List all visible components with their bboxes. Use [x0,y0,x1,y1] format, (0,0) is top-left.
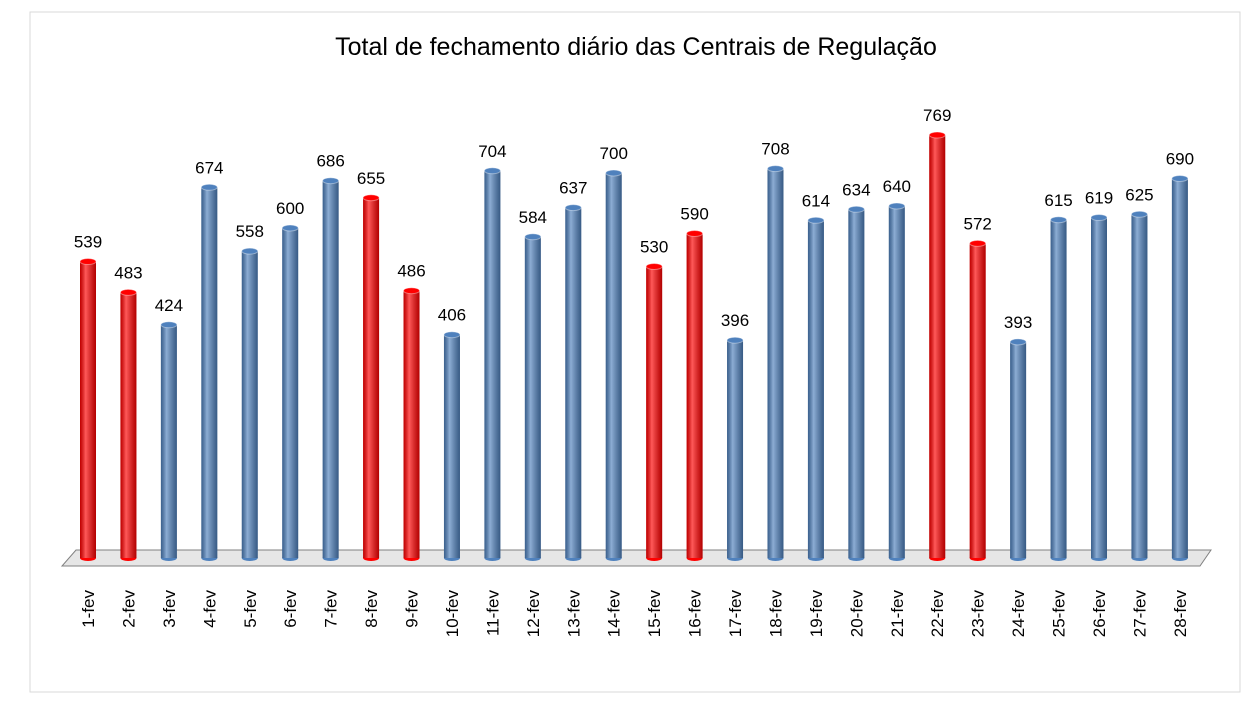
bar [969,239,987,561]
value-label: 396 [721,311,749,330]
floor [60,549,1212,567]
bar [847,205,865,561]
value-label: 625 [1125,185,1153,204]
bar [686,230,704,561]
x-tick-label: 27-fev [1130,590,1149,638]
bar [119,288,137,561]
value-label: 486 [397,262,425,281]
x-tick-label: 17-fev [726,590,745,638]
value-label: 615 [1044,191,1072,210]
x-tick-label: 15-fev [645,590,664,638]
bar [928,131,946,561]
bar [726,336,744,561]
value-label: 690 [1166,150,1194,169]
value-label: 686 [316,152,344,171]
x-tick-label: 14-fev [605,590,624,638]
bar [322,177,340,561]
x-tick-label: 3-fev [160,590,179,628]
value-label: 539 [74,233,102,252]
chart-frame [29,11,1241,693]
x-tick-label: 20-fev [847,590,866,638]
x-tick-label: 25-fev [1050,590,1069,638]
x-tick-label: 21-fev [888,590,907,638]
bar [483,167,501,561]
x-tick-label: 28-fev [1171,590,1190,638]
x-tick-label: 19-fev [807,590,826,638]
value-label: 634 [842,180,870,199]
bar [79,258,97,561]
x-tick-label: 7-fev [322,590,341,628]
value-label: 590 [680,205,708,224]
value-label: 704 [478,142,506,161]
bar [605,169,623,561]
value-label: 619 [1085,189,1113,208]
bar [1009,338,1027,561]
x-tick-label: 8-fev [362,590,381,628]
value-label: 600 [276,199,304,218]
x-tick-label: 24-fev [1009,590,1028,638]
x-tick-label: 26-fev [1090,590,1109,638]
x-tick-label: 2-fev [119,590,138,628]
x-tick-label: 11-fev [483,590,502,636]
bar [888,202,906,561]
value-label: 769 [923,106,951,125]
bar [241,247,259,561]
bar [524,233,542,561]
x-tick-label: 5-fev [241,590,260,628]
bar [1171,175,1189,561]
value-label: 424 [155,296,183,315]
bar [645,263,663,561]
value-label: 637 [559,179,587,198]
bar [403,287,421,561]
bar [160,321,178,561]
x-tick-label: 6-fev [281,590,300,628]
bar [564,204,582,561]
value-label: 406 [438,306,466,325]
value-label: 483 [114,263,142,282]
value-label: 393 [1004,313,1032,332]
x-tick-label: 1-fev [79,590,98,628]
value-label: 558 [236,222,264,241]
x-tick-label: 10-fev [443,590,462,638]
bar [281,224,299,561]
x-tick-label: 22-fev [928,590,947,638]
bar [1090,214,1108,561]
bar [807,216,825,561]
value-label: 674 [195,158,223,177]
bar [443,331,461,561]
bar [362,194,380,561]
value-label: 700 [600,144,628,163]
value-label: 640 [883,177,911,196]
x-tick-label: 18-fev [766,590,785,638]
bar [200,183,218,561]
value-label: 708 [761,140,789,159]
value-label: 655 [357,169,385,188]
x-tick-label: 13-fev [564,590,583,638]
x-tick-label: 12-fev [524,590,543,638]
value-label: 584 [519,208,547,227]
bar [1130,210,1148,561]
bar [766,165,784,561]
value-label: 572 [963,214,991,233]
x-tick-label: 16-fev [686,590,705,638]
x-tick-label: 4-fev [200,590,219,628]
bar [1050,216,1068,561]
chart-title: Total de fechamento diário das Centrais … [335,33,937,61]
value-label: 530 [640,238,668,257]
value-label: 614 [802,191,830,210]
x-tick-label: 23-fev [969,590,988,638]
x-tick-label: 9-fev [403,590,422,628]
